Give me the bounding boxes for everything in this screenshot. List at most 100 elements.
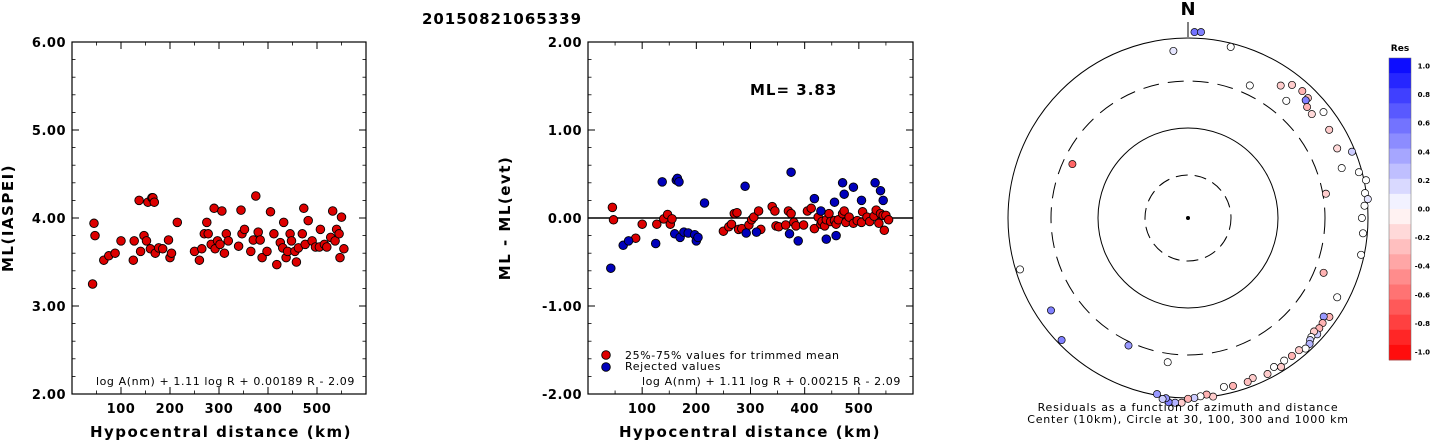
colorbar-tick-label: -0.8 xyxy=(1415,320,1430,328)
polar-points xyxy=(1016,28,1372,407)
colorbar-cell xyxy=(1389,269,1411,285)
colorbar-cell xyxy=(1389,314,1411,331)
colorbar-tick-label: 0.4 xyxy=(1418,148,1431,156)
ml-point xyxy=(255,235,265,245)
polar-point xyxy=(1359,229,1367,238)
colorbar-cell xyxy=(1389,163,1411,180)
ml-point xyxy=(327,206,338,216)
panel-ml-ytick-label: 6.00 xyxy=(32,36,66,51)
polar-point xyxy=(1243,377,1252,386)
trimmed-point xyxy=(637,219,647,229)
polar-point xyxy=(1016,265,1024,274)
ml-point xyxy=(330,236,340,246)
panel-ml-xtick-label: 200 xyxy=(156,402,185,417)
trimmed-point xyxy=(883,215,894,225)
rejected-point xyxy=(848,182,859,192)
polar-caption-line2: Center (10km), Circle at 30, 100, 300 an… xyxy=(1027,413,1349,426)
polar-point xyxy=(1209,392,1218,401)
ml-point xyxy=(163,235,174,245)
trimmed-point xyxy=(753,206,764,216)
panel-residual-xtick-label: 400 xyxy=(790,402,819,417)
polar-point xyxy=(1277,363,1286,371)
ring-300km xyxy=(1050,80,1326,356)
polar-point xyxy=(1348,147,1356,156)
rejected-point xyxy=(699,198,710,208)
trimmed-point xyxy=(608,215,619,225)
trimmed-point xyxy=(806,203,816,214)
panel-residual-points xyxy=(606,167,894,273)
ml-point xyxy=(202,217,212,228)
ml-point xyxy=(236,205,246,215)
colorbar-cell xyxy=(1389,88,1411,104)
colorbar-cell xyxy=(1389,73,1411,89)
rejected-point xyxy=(875,185,886,196)
legend-trimmed-label: 25%-75% values for trimmed mean xyxy=(625,349,840,362)
rejected-point xyxy=(831,230,841,241)
polar-point xyxy=(1333,144,1342,153)
main-title: 20150821065339 xyxy=(422,10,582,28)
rejected-point xyxy=(878,195,888,206)
polar-point xyxy=(1321,189,1330,198)
colorbar-cell xyxy=(1389,103,1411,119)
ml-point xyxy=(149,197,160,207)
polar-point xyxy=(1319,108,1328,117)
legend-rejected-marker xyxy=(601,362,611,372)
polar-point xyxy=(1197,28,1205,37)
colorbar-ticks: 1.0 0.8 0.6 0.4 0.2 0.0 -0.2 -0.4 -0.6 -0.8 -1.0 xyxy=(1415,63,1430,357)
ml-point xyxy=(335,252,345,263)
panel-ml-xtick-label: 500 xyxy=(303,402,332,417)
colorbar-tick-label: -0.6 xyxy=(1415,291,1430,299)
trimmed-point xyxy=(607,202,618,213)
polar-point xyxy=(1153,390,1161,399)
colorbar-tick-label: -0.4 xyxy=(1415,263,1430,271)
rejected-point xyxy=(816,206,826,216)
ml-point xyxy=(251,191,261,201)
ml-point xyxy=(90,230,100,241)
ml-value-label: ML= 3.83 xyxy=(750,81,837,99)
rejected-point xyxy=(829,197,840,207)
ml-point xyxy=(110,248,120,258)
panel-residual-ytick-label: -2.00 xyxy=(542,388,582,403)
polar-point xyxy=(1307,110,1316,119)
ml-point xyxy=(339,244,349,254)
panel-ml-xtick-label: 100 xyxy=(107,402,136,417)
ml-point xyxy=(89,218,99,229)
polar-point xyxy=(1319,312,1328,321)
rejected-point xyxy=(784,229,795,239)
panel-residual-formula: log A(nm) + 1.11 log R + 0.00215 R - 2.0… xyxy=(642,375,901,388)
polar-point xyxy=(1226,42,1235,51)
polar-point xyxy=(1047,306,1055,315)
ml-point xyxy=(116,236,126,246)
rejected-point xyxy=(870,178,880,188)
panel-residual-ytick-label: 1.00 xyxy=(548,124,582,139)
polar-point xyxy=(1288,80,1296,89)
ml-point xyxy=(217,206,227,216)
ml-point xyxy=(297,229,308,239)
rejected-point xyxy=(751,227,762,237)
panel-ml: 2.00 3.00 4.00 5.00 6.00 100 200 300 400 500 ML(… xyxy=(0,36,367,441)
rejected-point xyxy=(837,178,848,188)
north-label: N xyxy=(1180,0,1195,20)
colorbar-cell xyxy=(1389,239,1411,255)
colorbar-tick-label: 0.0 xyxy=(1418,206,1431,214)
ring-100km xyxy=(1097,127,1279,309)
ml-point xyxy=(265,207,276,217)
panel-ml-ytick-label: 2.00 xyxy=(32,388,66,403)
ml-point xyxy=(334,229,344,239)
panel-residual-xtick-label: 200 xyxy=(682,402,711,417)
colorbar-cell xyxy=(1389,148,1411,165)
colorbar-cell xyxy=(1389,344,1411,361)
panel-residual-ylabel: ML - ML(evt) xyxy=(496,156,514,280)
ml-point xyxy=(246,246,256,257)
ml-point xyxy=(233,241,244,251)
polar-point xyxy=(1190,28,1199,37)
rejected-point xyxy=(856,195,867,206)
colorbar-cell xyxy=(1389,178,1411,195)
polar-point xyxy=(1229,381,1237,390)
colorbar-frame xyxy=(1388,57,1412,361)
polar-point xyxy=(1319,268,1328,277)
panel-ml-ytick-label: 5.00 xyxy=(32,124,66,139)
ml-point xyxy=(203,229,213,239)
rejected-point xyxy=(674,177,684,187)
